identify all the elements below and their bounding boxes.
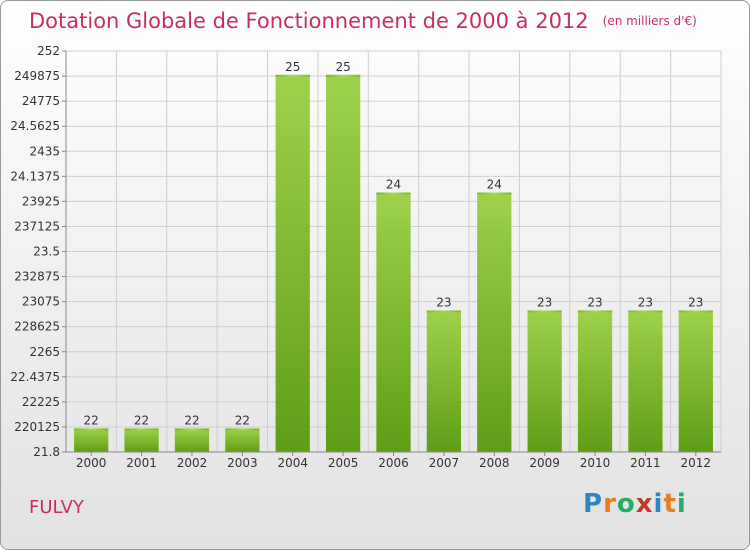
data-label: 24: [386, 178, 401, 192]
bar-top-highlight: [678, 310, 713, 313]
bar-top-highlight: [325, 74, 361, 77]
bar: [527, 310, 562, 452]
data-label: 22: [184, 413, 199, 427]
x-tick-label: 2001: [126, 456, 157, 470]
data-label: 23: [638, 295, 653, 309]
x-tick-label: 2007: [429, 456, 460, 470]
bar: [577, 310, 613, 452]
bar-top-highlight: [376, 192, 411, 195]
bar: [124, 428, 159, 452]
bar-top-highlight: [275, 74, 310, 77]
y-tick-label: 23.5: [33, 245, 60, 259]
x-tick-label: 2000: [76, 456, 107, 470]
bar-top-highlight: [577, 310, 613, 313]
bar: [225, 428, 260, 452]
y-tick-label: 22225: [22, 395, 60, 409]
data-label: 25: [335, 60, 350, 74]
bar: [628, 310, 663, 452]
x-tick-label: 2006: [378, 456, 409, 470]
bar-top-highlight: [426, 310, 462, 313]
data-label: 23: [436, 295, 451, 309]
bar-top-highlight: [527, 310, 562, 313]
bar-top-highlight: [124, 428, 159, 431]
y-tick-label: 220125: [14, 420, 60, 434]
y-tick-label: 232875: [14, 270, 60, 284]
bar-top-highlight: [74, 428, 109, 431]
x-tick-label: 2003: [227, 456, 258, 470]
bar: [477, 192, 512, 452]
logo-letter: P: [583, 489, 604, 519]
bar: [325, 74, 361, 452]
y-tick-label: 2265: [29, 345, 60, 359]
x-tick-label: 2010: [580, 456, 611, 470]
bar: [376, 192, 411, 452]
chart-title: Dotation Globale de Fonctionnement de 20…: [29, 9, 697, 33]
commune-name: FULVY: [29, 497, 84, 518]
data-label: 24: [487, 178, 502, 192]
y-tick-label: 21.8: [33, 445, 60, 459]
logo-letter: i: [653, 489, 664, 519]
y-tick-label: 228625: [14, 320, 60, 334]
data-label: 23: [537, 295, 552, 309]
x-tick-label: 2005: [328, 456, 359, 470]
y-tick-label: 237125: [14, 219, 60, 233]
y-tick-label: 23925: [22, 194, 60, 208]
bar: [678, 310, 713, 452]
x-tick-label: 2012: [681, 456, 712, 470]
data-label: 22: [134, 413, 149, 427]
data-label: 22: [84, 413, 99, 427]
proxiti-logo: Proxiti: [583, 489, 687, 519]
x-tick-label: 2011: [630, 456, 661, 470]
bar-top-highlight: [477, 192, 512, 195]
y-tick-label: 252: [37, 44, 60, 58]
chart-title-text: Dotation Globale de Fonctionnement de 20…: [29, 9, 589, 33]
x-tick-label: 2002: [177, 456, 208, 470]
y-tick-label: 2435: [29, 144, 60, 158]
data-label: 23: [688, 295, 703, 309]
logo-letter: i: [676, 489, 687, 519]
y-tick-label: 249875: [14, 69, 60, 83]
x-tick-label: 2008: [479, 456, 510, 470]
bar-top-highlight: [225, 428, 260, 431]
y-tick-label: 22.4375: [10, 370, 60, 384]
bar: [74, 428, 109, 452]
data-label: 23: [587, 295, 602, 309]
y-tick-label: 24775: [22, 94, 60, 108]
bar: [275, 74, 310, 452]
y-tick-label: 23075: [22, 295, 60, 309]
y-tick-label: 24.1375: [10, 169, 60, 183]
x-tick-label: 2004: [277, 456, 308, 470]
bar-top-highlight: [174, 428, 210, 431]
bar: [426, 310, 462, 452]
x-tick-label: 2009: [529, 456, 560, 470]
logo-letter: t: [663, 489, 677, 519]
logo-letter: r: [603, 489, 617, 519]
logo-letter: o: [616, 489, 636, 519]
bar-top-highlight: [628, 310, 663, 313]
unit-note: (en milliers d'€): [602, 14, 697, 28]
data-label: 25: [285, 60, 300, 74]
bar: [174, 428, 210, 452]
y-tick-label: 24.5625: [10, 119, 60, 133]
data-label: 22: [235, 413, 250, 427]
logo-letter: x: [635, 489, 654, 519]
